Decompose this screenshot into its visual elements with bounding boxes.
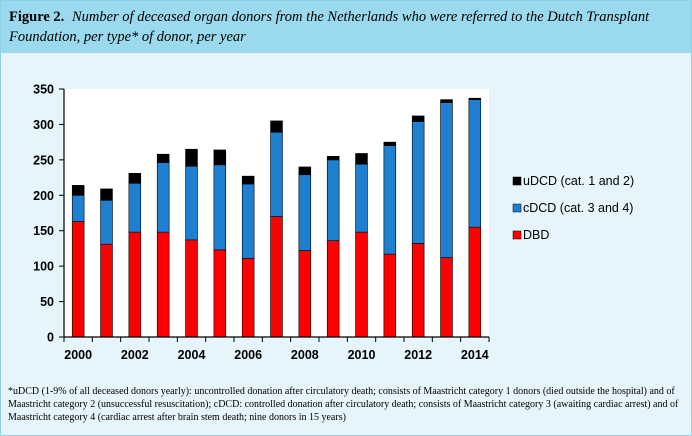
bar-cdcd-2012 <box>411 121 425 244</box>
y-tick-label-150: 150 <box>33 224 54 238</box>
bar-dbd-2004 <box>185 239 198 338</box>
y-tick-label-250: 250 <box>33 153 54 167</box>
bar-dbd-2014 <box>468 226 482 338</box>
y-tick-label-100: 100 <box>33 260 54 274</box>
bar-udcd-2012 <box>411 115 425 122</box>
legend-swatch-dbd <box>512 230 522 240</box>
x-tick-label-2014: 2014 <box>461 348 489 362</box>
bar-cdcd-2003 <box>156 162 170 233</box>
legend-swatch-cdcd <box>512 203 522 213</box>
x-tick-label-2000: 2000 <box>64 348 92 362</box>
bar-dbd-2006 <box>241 258 255 338</box>
bar-cdcd-2014 <box>468 99 482 228</box>
y-tick-label-0: 0 <box>47 331 54 345</box>
bar-cdcd-2005 <box>213 164 227 251</box>
y-tick-label-300: 300 <box>33 118 54 132</box>
bar-udcd-2007 <box>270 120 283 133</box>
bar-dbd-2003 <box>156 231 170 338</box>
x-tick-label-2006: 2006 <box>234 348 262 362</box>
bar-dbd-2007 <box>270 216 283 338</box>
bar-cdcd-2009 <box>326 159 340 241</box>
legend-label-udcd: uDCD (cat. 1 and 2) <box>523 174 634 188</box>
bar-dbd-2000 <box>71 221 85 338</box>
y-tick-label-50: 50 <box>40 295 54 309</box>
legend-swatch-udcd <box>512 176 522 186</box>
bar-cdcd-2013 <box>440 102 453 258</box>
bar-dbd-2005 <box>213 249 227 338</box>
bar-cdcd-2001 <box>100 199 113 245</box>
bar-udcd-2009 <box>326 156 340 161</box>
bar-cdcd-2010 <box>355 163 368 233</box>
y-tick-label-350: 350 <box>33 83 54 97</box>
bar-dbd-2012 <box>411 243 425 338</box>
figure-label: Figure 2. <box>9 9 65 25</box>
bar-cdcd-2006 <box>241 183 255 259</box>
bar-udcd-2003 <box>156 153 170 163</box>
bar-dbd-2008 <box>298 250 312 338</box>
x-tick-label-2004: 2004 <box>178 348 206 362</box>
bar-udcd-2011 <box>383 141 397 146</box>
legend-label-dbd: DBD <box>523 228 549 242</box>
bar-udcd-2010 <box>355 153 368 165</box>
x-tick-label-2010: 2010 <box>348 348 376 362</box>
bar-udcd-2008 <box>298 166 312 176</box>
bar-udcd-2006 <box>241 175 255 185</box>
legend-label-cdcd: cDCD (cat. 3 and 4) <box>523 201 633 215</box>
bar-dbd-2010 <box>355 231 368 338</box>
bar-dbd-2001 <box>100 243 113 338</box>
bar-dbd-2011 <box>383 253 397 338</box>
x-tick-label-2002: 2002 <box>121 348 149 362</box>
bar-dbd-2009 <box>326 240 340 338</box>
bar-udcd-2001 <box>100 188 113 201</box>
bar-udcd-2013 <box>440 99 453 103</box>
bar-cdcd-2007 <box>270 131 283 217</box>
bar-cdcd-2002 <box>128 182 142 233</box>
figure-title-bar: Figure 2. Number of deceased organ donor… <box>1 1 691 53</box>
stacked-bar-chart: 0 50 100 150 200 250 300 350 2000 2002 2004 2006 200… <box>33 83 634 363</box>
x-tick-label-2012: 2012 <box>404 348 432 362</box>
y-tick-label-200: 200 <box>33 189 54 203</box>
bar-dbd-2013 <box>440 257 453 338</box>
bar-udcd-2004 <box>185 148 198 167</box>
bar-cdcd-2011 <box>383 145 397 255</box>
bar-udcd-2005 <box>213 149 227 166</box>
bar-udcd-2002 <box>128 173 142 184</box>
bar-udcd-2000 <box>71 185 85 196</box>
figure-title: Figure 2. Number of deceased organ donor… <box>9 7 679 47</box>
bar-cdcd-2008 <box>298 174 312 251</box>
x-tick-label-2008: 2008 <box>291 348 319 362</box>
figure-footnote: *uDCD (1-9% of all deceased donors yearl… <box>8 386 679 423</box>
figure-caption: Number of deceased organ donors from the… <box>9 9 650 45</box>
bar-cdcd-2000 <box>71 194 85 222</box>
bar-cdcd-2004 <box>185 165 198 241</box>
chart-area: 0 50 100 150 200 250 300 350 2000 2002 2004 2006 200… <box>1 53 691 373</box>
bar-dbd-2002 <box>128 231 142 338</box>
bar-udcd-2014 <box>468 97 482 100</box>
